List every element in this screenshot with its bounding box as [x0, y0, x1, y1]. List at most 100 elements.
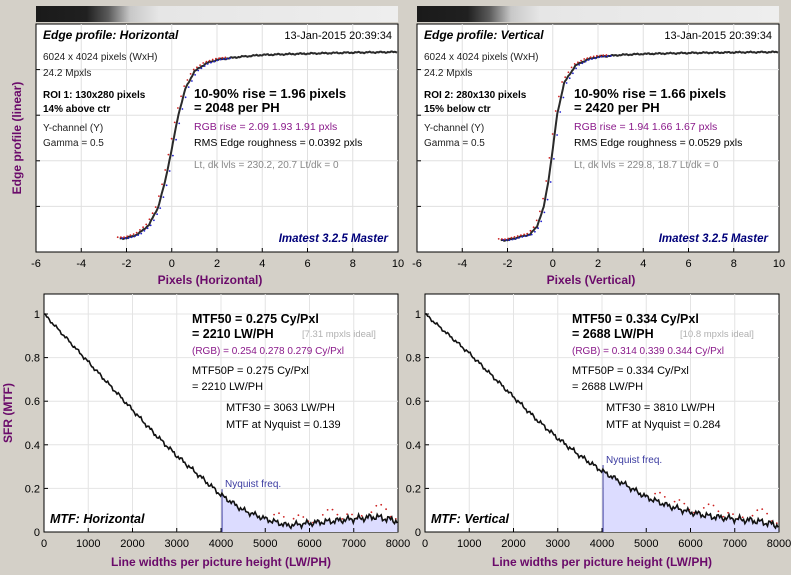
- rgb-mtf50: (RGB) = 0.254 0.278 0.279 Cy/Pxl: [192, 346, 344, 357]
- red-dot: [385, 508, 387, 511]
- x-axis-label: Pixels (Horizontal): [158, 273, 263, 287]
- red-dot: [170, 137, 173, 140]
- red-dot: [504, 238, 506, 241]
- blue-dot: [206, 63, 209, 65]
- rgb-dots: [497, 54, 612, 242]
- x-ticks: 0 1000 2000 3000 4000 5000 6000 7000 8000: [422, 528, 791, 550]
- blue-dot: [565, 82, 568, 84]
- x-tick-label: 1000: [76, 538, 100, 550]
- red-dot: [712, 504, 715, 507]
- blue-dot: [553, 158, 555, 160]
- blue-dot: [549, 181, 552, 183]
- edge-curve: [119, 50, 398, 241]
- light-dark-levels: Lt, dk lvls = 229.8, 18.7 Lt/dk = 0: [574, 160, 719, 171]
- x-tick-label: 8000: [386, 538, 410, 550]
- x-tick-label: 2: [214, 258, 220, 270]
- blue-dot: [191, 80, 193, 82]
- red-dot: [211, 58, 214, 61]
- red-dot: [707, 503, 710, 506]
- blue-dot: [578, 64, 581, 66]
- blue-dot: [197, 69, 200, 72]
- blue-dot: [543, 211, 546, 214]
- red-dot: [302, 516, 305, 518]
- red-dot: [558, 95, 560, 98]
- y-tick-label: 1: [34, 309, 40, 321]
- roi-label: ROI 2: 280x130 pixels: [424, 90, 527, 101]
- image-size: 6024 x 4024 pixels (WxH): [424, 52, 539, 63]
- rise-line2: = 2420 per PH: [574, 100, 660, 115]
- red-dot: [135, 231, 138, 234]
- mtf-panel-vertical: Nyquist freq. MTF50 = 0.334 Cy/Pxl = 268…: [406, 293, 791, 569]
- grid: [44, 294, 398, 532]
- blue-dot: [534, 230, 536, 233]
- red-dot: [120, 236, 122, 239]
- red-dot: [683, 502, 686, 505]
- grid: [425, 294, 779, 532]
- x-axis-label: Line widths per picture height (LW/PH): [492, 555, 712, 569]
- red-dot: [592, 55, 595, 58]
- red-dot: [189, 73, 192, 75]
- mtf50p-line2: = 2688 LW/PH: [572, 381, 643, 393]
- mtf50-line2: = 2210 LW/PH: [192, 327, 274, 341]
- blue-dot: [600, 55, 603, 58]
- x-tick-label: 2: [595, 258, 601, 270]
- mtf-at-nyquist: MTF at Nyquist = 0.139: [226, 419, 341, 431]
- blue-dot: [203, 65, 206, 67]
- x-tick-label: 3000: [546, 538, 570, 550]
- roi-position: 14% above ctr: [43, 104, 110, 115]
- red-dot: [142, 226, 145, 229]
- rise-line1: 10-90% rise = 1.96 pixels: [194, 86, 346, 101]
- mtf-curve: [424, 313, 779, 530]
- blue-dot: [562, 96, 565, 99]
- blue-dot: [143, 230, 146, 232]
- red-dot: [580, 59, 582, 62]
- blue-dot: [568, 77, 571, 80]
- blue-dot: [610, 55, 612, 57]
- y-tick-label: 0.6: [25, 396, 40, 408]
- edge-panel-horizontal: Edge profile: Horizontal 13-Jan-2015 20:…: [31, 6, 404, 287]
- blue-dot: [219, 58, 222, 61]
- red-dot: [516, 235, 519, 237]
- red-dot: [523, 233, 525, 236]
- y-axis-label-mtf: SFR (MTF): [1, 383, 15, 443]
- blue-dot: [559, 111, 562, 113]
- mtf-at-nyquist: MTF at Nyquist = 0.284: [606, 419, 721, 431]
- red-dot: [599, 54, 601, 57]
- blue-dot: [187, 86, 190, 88]
- y-tick-label: 0.4: [406, 440, 421, 452]
- ideal-mpxls: [7.31 mpxls ideal]: [302, 329, 376, 340]
- blue-dot: [140, 232, 143, 235]
- y-tick-label: 0.2: [406, 483, 421, 495]
- red-dot: [273, 513, 275, 516]
- mtf50-line1: MTF50 = 0.275 Cy/Pxl: [192, 312, 319, 326]
- y-tick-label: 0.4: [25, 440, 40, 452]
- gamma-label: Gamma = 0.5: [43, 138, 104, 149]
- x-tick-label: -4: [76, 258, 86, 270]
- red-dot: [331, 508, 334, 511]
- blue-dot: [508, 239, 511, 242]
- red-dot: [602, 54, 605, 57]
- x-tick-label: -4: [457, 258, 467, 270]
- roi-label: ROI 1: 130x280 pixels: [43, 90, 146, 101]
- y-tick-label: 0.2: [25, 483, 40, 495]
- red-dot: [654, 492, 656, 495]
- blue-dot: [556, 134, 558, 136]
- y-tick-label: 1: [415, 309, 421, 321]
- red-dot: [196, 66, 198, 69]
- red-dot: [732, 513, 734, 515]
- red-dot: [145, 223, 148, 226]
- red-dot: [282, 516, 285, 518]
- blue-dot: [124, 237, 127, 240]
- blue-dot: [156, 213, 159, 216]
- red-dot: [551, 133, 554, 135]
- blue-dot: [168, 170, 171, 172]
- megapixels: 24.2 Mpxls: [43, 68, 91, 79]
- blue-dot: [524, 235, 527, 238]
- y-tick-label: 0: [34, 527, 40, 539]
- x-tick-label: 8000: [767, 538, 791, 550]
- red-dot: [727, 511, 729, 514]
- edge-strip-horizontal: [36, 6, 398, 22]
- x-tick-label: 6: [304, 258, 310, 270]
- nyquist-label: Nyquist freq.: [606, 455, 662, 466]
- red-dot: [605, 54, 608, 56]
